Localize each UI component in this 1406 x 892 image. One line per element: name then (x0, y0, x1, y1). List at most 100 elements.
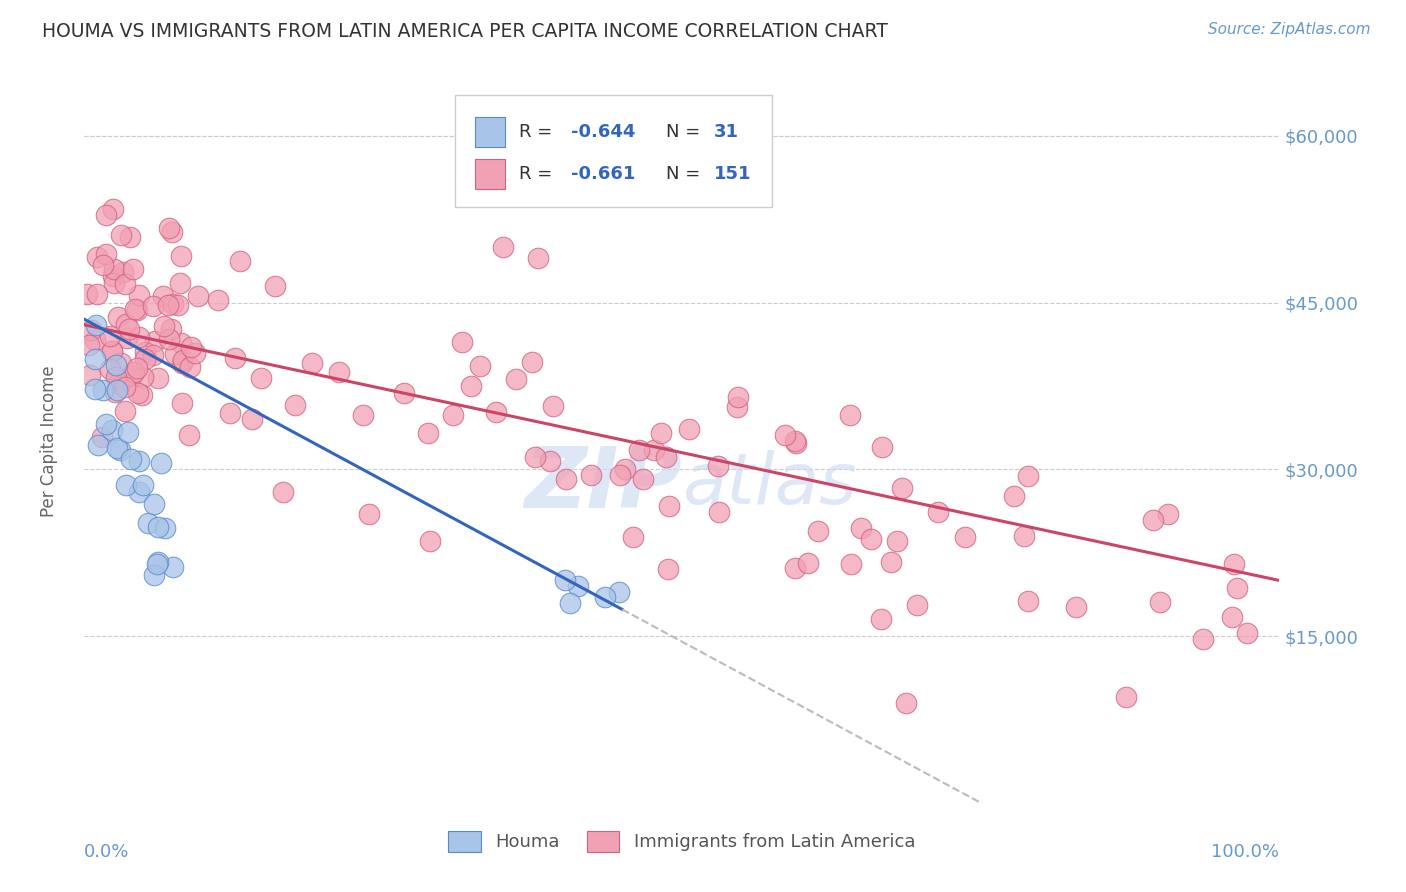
Point (418, 425, 440, 440)
Point (159, 322, 181, 336)
Point (614, 462, 637, 476)
Point (107, 376, 129, 390)
Point (114, 379, 136, 393)
Point (541, 399, 564, 413)
FancyBboxPatch shape (475, 117, 505, 147)
Point (157, 332, 180, 346)
Point (103, 268, 125, 283)
FancyBboxPatch shape (456, 95, 772, 207)
Text: 0.0%: 0.0% (84, 843, 129, 861)
Point (520, 355, 543, 369)
Point (271, 484, 294, 499)
Point (180, 340, 202, 354)
Point (785, 434, 807, 448)
Point (124, 301, 146, 316)
Point (169, 277, 191, 291)
Point (131, 387, 153, 401)
Point (184, 346, 207, 360)
Point (581, 467, 603, 482)
Point (128, 485, 150, 500)
Point (104, 384, 127, 399)
Point (134, 351, 156, 366)
Text: -0.644: -0.644 (571, 123, 636, 141)
Point (621, 530, 644, 544)
Text: N =: N = (666, 165, 706, 183)
Point (122, 364, 145, 378)
Text: Source: ZipAtlas.com: Source: ZipAtlas.com (1208, 22, 1371, 37)
Point (524, 450, 547, 465)
Point (101, 343, 124, 358)
Point (125, 361, 148, 376)
Point (90, 430, 112, 444)
Point (886, 533, 908, 548)
Point (554, 574, 576, 588)
Point (796, 557, 818, 571)
Point (612, 185, 634, 199)
Point (121, 262, 143, 277)
Point (707, 505, 730, 519)
Point (1066, 600, 1088, 615)
Point (166, 298, 188, 312)
Point (104, 369, 127, 384)
Point (142, 497, 165, 511)
Point (470, 359, 492, 373)
Point (172, 352, 194, 367)
Point (105, 383, 128, 397)
Point (105, 441, 128, 455)
Point (441, 408, 464, 422)
Point (120, 451, 142, 466)
Point (132, 370, 155, 384)
Point (953, 530, 976, 544)
Text: 151: 151 (714, 165, 752, 183)
Point (1017, 468, 1039, 483)
Text: atlas: atlas (682, 450, 856, 519)
Point (143, 334, 166, 348)
Point (134, 345, 156, 359)
Point (207, 293, 229, 307)
Point (142, 299, 165, 313)
Point (357, 508, 380, 522)
Point (104, 359, 127, 373)
Point (160, 225, 183, 239)
Point (125, 303, 148, 318)
Point (678, 422, 700, 436)
Point (86, 318, 108, 333)
Point (115, 478, 138, 492)
Point (1226, 581, 1249, 595)
Point (633, 472, 655, 486)
Point (94, 208, 117, 222)
Text: N =: N = (666, 123, 706, 141)
Point (91, 258, 114, 272)
Point (84, 333, 107, 347)
Point (110, 228, 132, 243)
Point (162, 297, 184, 311)
Point (593, 590, 616, 604)
Point (128, 454, 150, 468)
Point (143, 568, 166, 582)
Point (187, 288, 209, 302)
Point (83, 352, 105, 367)
Point (650, 425, 672, 440)
Point (839, 408, 862, 422)
Point (1012, 529, 1035, 543)
Point (352, 408, 374, 422)
Point (1115, 690, 1137, 704)
Point (86, 250, 108, 264)
Point (264, 278, 287, 293)
Point (783, 560, 806, 574)
Point (505, 372, 527, 386)
Point (229, 253, 252, 268)
Point (485, 404, 508, 418)
Point (107, 310, 129, 325)
Point (76, 287, 98, 301)
Point (451, 334, 474, 349)
Point (149, 456, 172, 470)
Point (170, 336, 193, 351)
Point (567, 579, 589, 593)
Point (94, 417, 117, 431)
Point (870, 440, 893, 454)
Point (98, 362, 121, 376)
Text: R =: R = (519, 165, 558, 183)
Point (103, 276, 125, 290)
Point (163, 347, 186, 361)
